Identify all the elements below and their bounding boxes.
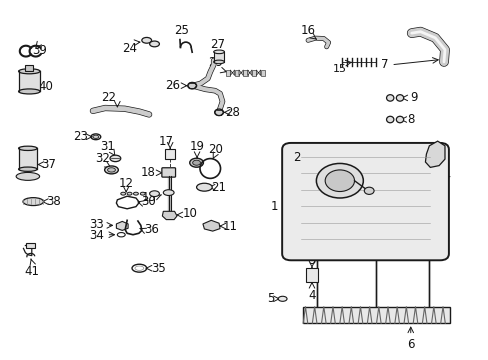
Polygon shape: [162, 211, 177, 220]
Text: 30: 30: [141, 195, 155, 208]
Text: 28: 28: [224, 106, 239, 119]
Ellipse shape: [19, 167, 37, 171]
Text: 25: 25: [174, 24, 189, 37]
Bar: [19, 72, 40, 91]
Ellipse shape: [214, 109, 223, 116]
Ellipse shape: [196, 183, 212, 191]
Text: 33: 33: [89, 218, 103, 231]
FancyBboxPatch shape: [162, 168, 175, 177]
Text: 16: 16: [300, 24, 315, 37]
Polygon shape: [225, 70, 230, 76]
Text: 40: 40: [38, 80, 53, 93]
Ellipse shape: [396, 95, 403, 101]
Text: 4: 4: [307, 289, 315, 302]
Text: 39: 39: [33, 44, 47, 57]
Ellipse shape: [23, 198, 43, 206]
Polygon shape: [203, 220, 220, 231]
Ellipse shape: [396, 116, 403, 123]
Circle shape: [364, 187, 373, 194]
Polygon shape: [256, 70, 260, 76]
Ellipse shape: [107, 168, 115, 172]
Ellipse shape: [192, 160, 200, 165]
Ellipse shape: [121, 192, 125, 195]
Text: 18: 18: [141, 166, 155, 179]
Ellipse shape: [386, 116, 393, 123]
Text: 27: 27: [210, 38, 224, 51]
Text: 32: 32: [95, 152, 110, 165]
Polygon shape: [425, 141, 444, 167]
Text: 31: 31: [100, 140, 115, 153]
Text: 1: 1: [270, 200, 277, 213]
FancyBboxPatch shape: [282, 143, 448, 260]
Bar: [25, 65, 33, 71]
Ellipse shape: [163, 190, 174, 195]
Text: 24: 24: [122, 42, 137, 55]
Text: 29: 29: [207, 56, 223, 69]
Polygon shape: [230, 70, 234, 76]
Text: 20: 20: [207, 143, 222, 156]
Ellipse shape: [149, 41, 159, 47]
Polygon shape: [303, 307, 449, 323]
Ellipse shape: [213, 60, 224, 64]
Text: 6: 6: [406, 338, 414, 351]
Ellipse shape: [19, 69, 40, 74]
Ellipse shape: [19, 89, 40, 94]
Circle shape: [316, 163, 363, 198]
Bar: [19, 148, 37, 169]
Text: 17: 17: [159, 135, 173, 148]
Ellipse shape: [142, 37, 151, 43]
Ellipse shape: [213, 50, 224, 54]
Polygon shape: [251, 70, 256, 76]
Ellipse shape: [16, 172, 40, 180]
Text: 35: 35: [151, 262, 166, 275]
Ellipse shape: [278, 296, 286, 301]
Text: 9: 9: [409, 91, 416, 104]
Ellipse shape: [110, 155, 121, 162]
Ellipse shape: [104, 166, 118, 174]
Text: 26: 26: [164, 79, 180, 92]
Polygon shape: [243, 70, 247, 76]
Circle shape: [325, 170, 354, 192]
Ellipse shape: [93, 135, 99, 139]
Text: 15: 15: [332, 64, 346, 74]
Bar: [305, 268, 317, 282]
Text: 38: 38: [46, 195, 61, 208]
Ellipse shape: [127, 192, 132, 195]
Ellipse shape: [19, 146, 37, 150]
Ellipse shape: [149, 191, 159, 197]
Text: 22: 22: [101, 91, 116, 104]
Polygon shape: [116, 221, 128, 230]
Text: 37: 37: [41, 158, 56, 171]
Text: 3: 3: [307, 254, 315, 267]
Bar: [165, 149, 175, 159]
Text: 21: 21: [211, 181, 226, 194]
Text: 5: 5: [267, 292, 274, 305]
Polygon shape: [247, 70, 251, 76]
Text: 14: 14: [435, 169, 450, 182]
Polygon shape: [260, 70, 264, 76]
Text: 10: 10: [183, 207, 197, 220]
Ellipse shape: [140, 192, 145, 195]
Ellipse shape: [133, 192, 138, 195]
Text: 19: 19: [189, 140, 204, 153]
Text: 36: 36: [144, 223, 159, 236]
Polygon shape: [234, 70, 239, 76]
Ellipse shape: [386, 95, 393, 101]
Ellipse shape: [189, 158, 203, 167]
Text: 41: 41: [24, 265, 39, 278]
Text: 11: 11: [223, 220, 238, 233]
Text: 8: 8: [406, 113, 413, 126]
Bar: [213, 52, 224, 62]
Text: 13: 13: [142, 191, 156, 204]
Bar: [26, 243, 35, 248]
Text: 34: 34: [89, 229, 103, 242]
Ellipse shape: [187, 82, 196, 89]
Polygon shape: [239, 70, 243, 76]
Text: 23: 23: [73, 130, 88, 143]
Text: 2: 2: [292, 151, 300, 164]
Text: 7: 7: [380, 58, 387, 71]
Text: 12: 12: [119, 177, 133, 190]
